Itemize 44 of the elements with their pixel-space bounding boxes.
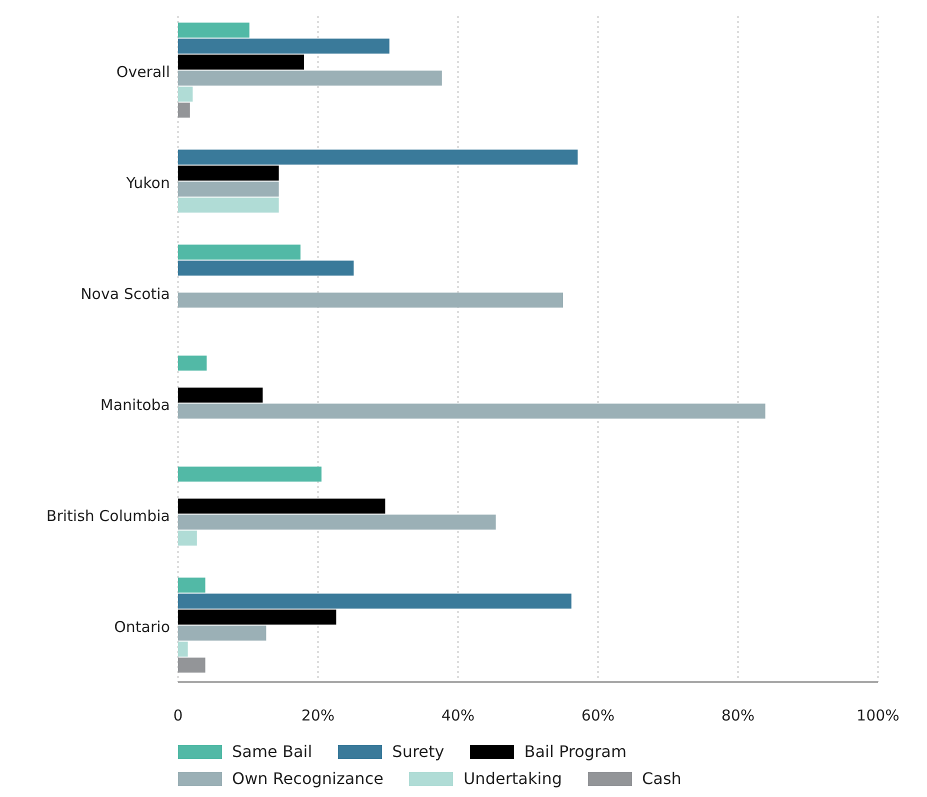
bar [178,626,266,641]
bar [178,466,322,482]
bar [178,198,279,213]
bar [178,70,442,86]
bar [178,610,336,625]
legend-label: Bail Program [524,742,627,761]
legend-label: Same Bail [232,742,312,761]
bar [178,514,496,530]
y-tick-label: Yukon [125,174,170,192]
bar [178,38,390,54]
bar [178,244,300,260]
bar [178,642,188,657]
legend-label: Cash [642,769,682,788]
bar [178,260,354,276]
y-tick-label: Manitoba [100,396,170,414]
bar [178,102,190,118]
legend-label: Own Recognizance [232,769,384,788]
bar [178,498,386,514]
bar [178,578,206,593]
y-tick-label: British Columbia [46,506,170,525]
bar [178,86,193,102]
legend-label: Surety [392,742,444,761]
bar [178,182,279,197]
x-tick-label: 100% [856,706,900,725]
bar [178,292,563,308]
bar [178,166,279,181]
y-tick-label: Overall [116,62,170,81]
x-tick-label: 60% [581,706,615,725]
bar [178,356,207,371]
x-tick-label: 20% [301,706,335,725]
bar [178,388,263,403]
x-tick-label: 80% [721,706,755,725]
bar [178,530,197,546]
y-tick-label: Ontario [114,618,170,636]
legend-label: Undertaking [463,769,562,788]
bar [178,22,250,38]
bar [178,150,578,165]
bar [178,404,766,419]
bar [178,658,206,673]
x-tick-label: 40% [441,706,475,725]
bar [178,54,304,70]
y-tick-label: Nova Scotia [80,284,170,303]
bar [178,594,572,609]
x-tick-label: 0 [173,706,183,725]
